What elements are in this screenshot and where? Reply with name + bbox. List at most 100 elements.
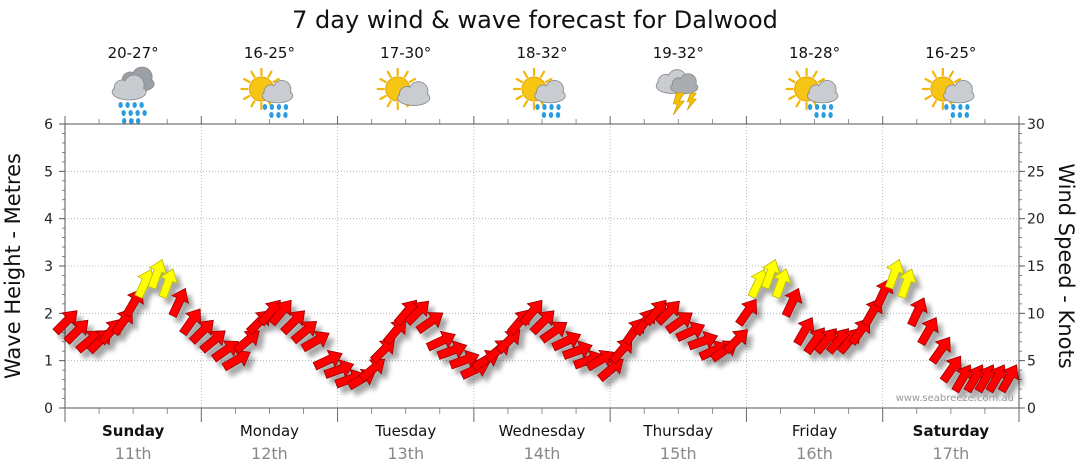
rain-cloud-icon — [111, 66, 155, 124]
lightning-bolt — [672, 92, 685, 116]
wind-arrow — [404, 300, 430, 326]
wind-arrow — [917, 317, 939, 347]
y2-tick-label: 10 — [1027, 306, 1045, 322]
cloud-shape — [670, 73, 699, 95]
y2-axis-label: Wind Speed - Knots — [1054, 163, 1078, 368]
wind-arrow — [687, 330, 719, 351]
wind-arrow — [907, 297, 928, 328]
y-tick-label: 0 — [44, 401, 53, 417]
wind-arrow — [735, 298, 758, 327]
cloud-shape — [397, 81, 431, 106]
rain-drops — [807, 104, 834, 118]
partly-cloudy-icon — [376, 67, 431, 111]
day-date: 16th — [796, 444, 833, 463]
wind-arrow — [358, 358, 386, 383]
sun-rain-icon — [921, 67, 975, 118]
wind-arrow — [188, 319, 214, 345]
y-tick-label: 6 — [44, 117, 53, 133]
cloud-shape — [261, 80, 294, 104]
wind-arrow — [997, 364, 1019, 394]
day-name: Monday — [240, 422, 299, 440]
wind-arrow — [52, 310, 78, 336]
wind-arrow — [221, 349, 251, 372]
rain-drops — [944, 104, 970, 118]
axes: 0 1 2 3 4 5 6 0 5 10 15 20 25 30 — [44, 116, 1045, 422]
day-header: 20-27° 16-25° 17-30° 18-32° 19-32° 18-28° 16-2… — [108, 44, 976, 124]
sun-rain-icon — [512, 67, 566, 118]
rain-drops — [262, 104, 289, 118]
rain-drops — [118, 102, 147, 124]
day-date: 12th — [251, 444, 288, 463]
y-tick-label: 5 — [44, 164, 53, 180]
day-date: 17th — [932, 444, 969, 463]
y2-tick-label: 15 — [1027, 259, 1045, 275]
rain-drops — [535, 104, 561, 118]
wind-arrow — [928, 336, 951, 365]
lightning-bolt — [686, 92, 697, 111]
wind-arrow — [597, 358, 624, 383]
day-date: 11th — [115, 444, 152, 463]
wind-arrow — [551, 330, 582, 352]
y-tick-label: 4 — [44, 212, 53, 228]
wind-arrow — [369, 338, 395, 364]
y-axis-label: Wave Height - Metres — [1, 153, 25, 379]
wind-arrow — [233, 330, 260, 354]
day-name: Thursday — [642, 422, 713, 440]
temp-range: 19-32° — [653, 44, 704, 62]
day-labels: Sunday 11th Monday 12th Tuesday 13th Wednesday… — [102, 422, 989, 463]
credit-text: www.seabreeze.com.au — [896, 393, 1014, 404]
wind-arrow — [495, 329, 521, 355]
cloud-shape — [534, 80, 566, 104]
temp-range: 20-27° — [108, 44, 159, 62]
wind-arrow — [268, 299, 292, 327]
wind-arrow — [158, 268, 178, 299]
wind-arrow — [539, 321, 568, 344]
wind-arrow — [168, 287, 189, 318]
temp-range: 18-32° — [516, 44, 567, 62]
wind-arrow — [280, 310, 306, 336]
wind-arrow — [300, 330, 330, 353]
day-date: 15th — [660, 444, 697, 463]
wind-arrow — [675, 321, 706, 342]
sun-rain-icon — [785, 67, 839, 118]
cloud-shape — [806, 80, 839, 104]
day-date: 14th — [524, 444, 561, 463]
wind-arrow — [664, 312, 693, 335]
wind-arrow — [722, 329, 748, 355]
day-name: Friday — [792, 422, 838, 440]
cloud-shape — [111, 74, 147, 101]
y-tick-label: 3 — [44, 259, 53, 275]
y-tick-label: 2 — [44, 306, 53, 322]
cloud-shape — [943, 80, 975, 104]
temp-range: 16-25° — [925, 44, 976, 62]
thunderstorm-icon — [655, 69, 699, 116]
wind-arrow — [848, 317, 871, 346]
wind-arrow — [529, 310, 555, 336]
wind-arrow — [884, 258, 905, 290]
wind-arrow — [63, 319, 89, 345]
temp-range: 18-28° — [789, 44, 840, 62]
wind-arrow — [897, 268, 917, 299]
wind-arrow — [210, 340, 239, 363]
day-name: Tuesday — [374, 422, 436, 440]
wind-arrow — [781, 287, 803, 318]
y-tick-label: 1 — [44, 354, 53, 370]
wind-arrow — [323, 359, 355, 379]
day-date: 13th — [387, 444, 424, 463]
temp-range: 16-25° — [244, 44, 295, 62]
chart-title: 7 day wind & wave forecast for Dalwood — [292, 6, 778, 34]
day-name: Sunday — [102, 422, 165, 440]
y2-tick-label: 30 — [1027, 117, 1045, 133]
wind-arrow — [771, 268, 792, 299]
y2-tick-label: 5 — [1027, 354, 1036, 370]
wind-arrow — [415, 312, 444, 335]
day-name: Wednesday — [499, 422, 586, 440]
wind-arrow — [654, 300, 680, 326]
wind-arrow — [425, 330, 456, 352]
y2-tick-label: 25 — [1027, 164, 1045, 180]
grid-lines — [65, 124, 1019, 408]
y2-tick-label: 20 — [1027, 212, 1045, 228]
wind-arrow — [290, 320, 318, 345]
